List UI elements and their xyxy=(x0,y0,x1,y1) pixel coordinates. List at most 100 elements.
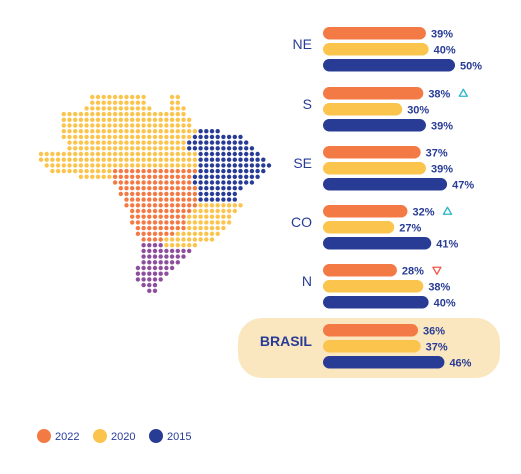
map-dot-co xyxy=(175,191,180,197)
data-label-ne-2022: 39% xyxy=(431,29,453,41)
map-dot-ne xyxy=(204,134,209,140)
map-dot-co xyxy=(141,186,146,191)
map-dot-n xyxy=(192,157,198,162)
map-dot-ne xyxy=(209,163,215,168)
map-dot-n xyxy=(158,151,163,157)
map-dot-n xyxy=(187,129,192,134)
map-dot-ne xyxy=(198,151,203,157)
map-dot-co xyxy=(158,203,163,208)
map-dot-ne xyxy=(226,157,232,162)
map-dot-ne xyxy=(232,140,237,145)
map-dot-ne xyxy=(204,191,209,197)
map-dot-co xyxy=(112,168,118,174)
map-dot-n xyxy=(147,129,152,134)
map-dot-n xyxy=(118,163,124,168)
map-dot-s xyxy=(152,271,158,276)
map-dot-se xyxy=(192,220,198,225)
map-dot-n xyxy=(135,163,141,168)
map-dot-co xyxy=(158,168,163,174)
map-dot-ne xyxy=(255,151,260,157)
map-dot-co xyxy=(141,237,146,242)
map-dot-ne xyxy=(204,186,209,191)
map-dot-ne xyxy=(204,151,209,157)
map-dot-s xyxy=(158,271,163,276)
map-dot-n xyxy=(135,140,141,145)
map-dot-n xyxy=(84,111,89,117)
map-dot-n xyxy=(147,123,152,128)
map-dot-n xyxy=(90,117,95,123)
map-dot-co xyxy=(164,203,169,208)
map-dot-n xyxy=(112,163,118,168)
map-dot-s xyxy=(141,260,146,265)
map-dot-co xyxy=(135,197,141,202)
data-label-n-2015: 40% xyxy=(434,298,456,310)
bar-brasil-2022 xyxy=(323,324,419,337)
map-dot-se xyxy=(175,237,180,242)
map-dot-se xyxy=(198,214,203,219)
map-dot-co xyxy=(158,237,163,242)
map-dot-n xyxy=(130,129,135,134)
map-dot-s xyxy=(141,277,146,282)
map-dot-co xyxy=(141,214,146,219)
map-dot-n xyxy=(118,140,124,145)
map-dot-co xyxy=(135,208,141,214)
map-dot-co xyxy=(187,186,192,191)
map-dot-n xyxy=(112,123,118,128)
map-dot-se xyxy=(187,243,192,248)
map-dot-ne xyxy=(244,168,249,174)
map-dot-n xyxy=(90,106,95,111)
map-dot-n xyxy=(78,129,84,134)
map-dot-se xyxy=(181,237,186,242)
map-dot-n xyxy=(112,94,118,100)
map-dot-n xyxy=(192,129,198,134)
map-dot-n xyxy=(169,100,175,105)
map-dot-co xyxy=(175,203,180,208)
map-dot-se xyxy=(187,231,192,236)
map-dot-n xyxy=(124,117,129,123)
map-dot-co xyxy=(169,186,175,191)
map-dot-co xyxy=(169,203,175,208)
map-dot-co xyxy=(192,197,198,202)
map-dot-co xyxy=(158,231,163,236)
map-dot-ne xyxy=(221,191,226,197)
map-dot-ne xyxy=(255,168,260,174)
map-dot-ne xyxy=(238,186,243,191)
map-dot-n xyxy=(118,151,124,157)
map-dot-co xyxy=(124,174,129,179)
map-dot-ne xyxy=(215,168,220,174)
bar-brasil-2015 xyxy=(323,356,445,369)
map-dot-n xyxy=(135,157,141,162)
map-dot-ne xyxy=(209,129,215,134)
map-dot-n xyxy=(95,168,101,174)
map-dot-ne xyxy=(221,168,226,174)
map-dot-n xyxy=(181,129,186,134)
map-dot-s xyxy=(158,248,163,254)
map-dot-n xyxy=(175,100,180,105)
map-dot-n xyxy=(67,140,72,145)
map-dot-n xyxy=(90,94,95,100)
map-dot-n xyxy=(181,157,186,162)
map-dot-n xyxy=(141,129,146,134)
map-dot-ne xyxy=(204,174,209,179)
map-dot-n xyxy=(55,168,61,174)
map-dot-n xyxy=(164,129,169,134)
map-dot-ne xyxy=(232,186,237,191)
map-dot-se xyxy=(198,231,203,236)
map-dot-s xyxy=(135,271,141,276)
map-dot-n xyxy=(101,146,106,151)
map-dot-co xyxy=(112,174,118,179)
map-dot-ne xyxy=(192,146,198,151)
legend-swatch-2022 xyxy=(37,429,51,443)
map-dot-ne xyxy=(221,151,226,157)
map-dot-n xyxy=(67,111,72,117)
map-dot-ne xyxy=(209,186,215,191)
map-dot-n xyxy=(130,157,135,162)
map-dot-ne xyxy=(226,186,232,191)
map-dot-n xyxy=(67,117,72,123)
map-dot-ne xyxy=(232,146,237,151)
map-dot-n xyxy=(50,157,55,162)
map-dot-n xyxy=(95,134,101,140)
map-dot-n xyxy=(84,123,89,128)
map-dot-n xyxy=(84,157,89,162)
